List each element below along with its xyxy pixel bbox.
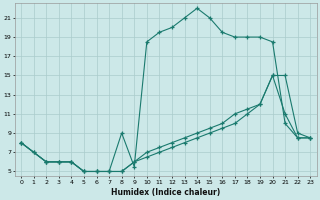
X-axis label: Humidex (Indice chaleur): Humidex (Indice chaleur) (111, 188, 220, 197)
